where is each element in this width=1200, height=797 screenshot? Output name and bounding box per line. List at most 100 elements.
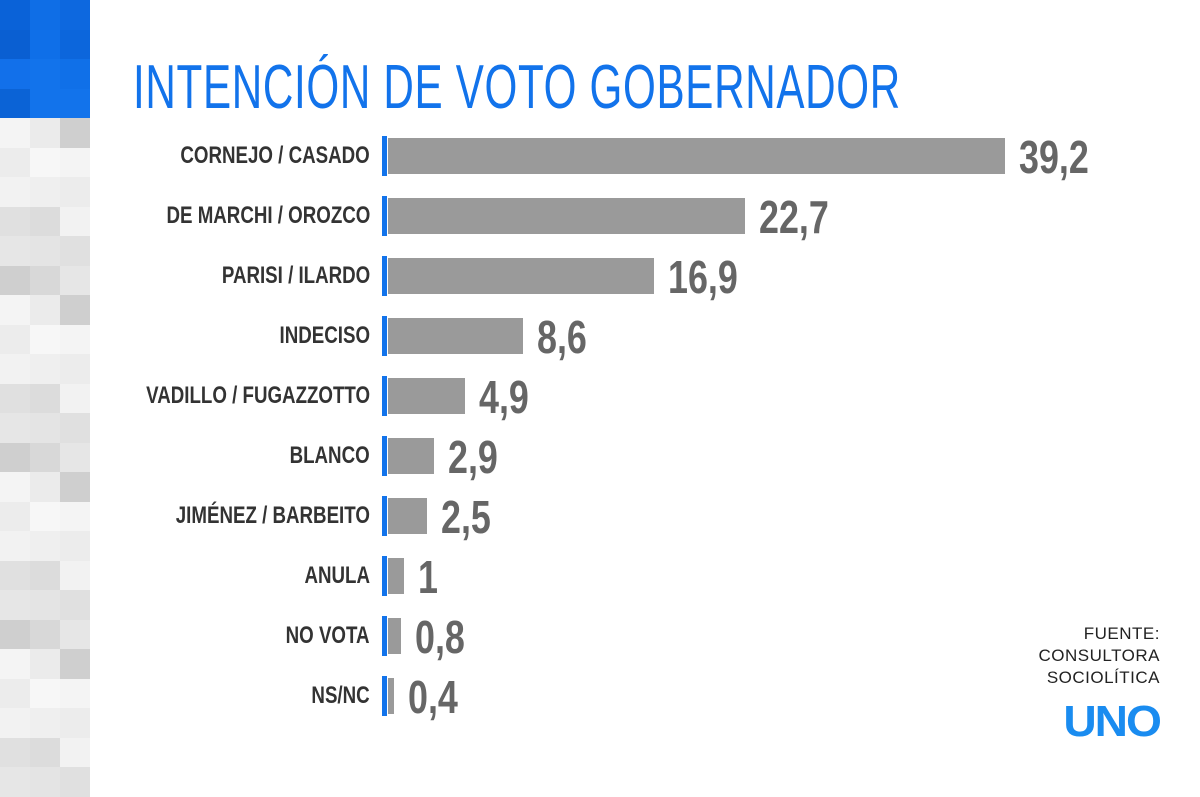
decorative-tile (60, 472, 90, 502)
value-label: 39,2 (1019, 131, 1089, 183)
decorative-tile (60, 383, 90, 413)
decorative-tile (0, 501, 30, 531)
value-label: 4,9 (479, 371, 530, 423)
decorative-tile (30, 590, 60, 620)
value-label: 8,6 (537, 311, 588, 363)
bar (388, 678, 395, 714)
value-label: 2,5 (441, 491, 492, 543)
decorative-tile (0, 560, 30, 590)
category-label: NS/NC (311, 682, 370, 709)
category-label: JIMÉNEZ / BARBEITO (175, 502, 370, 529)
decorative-tile (30, 88, 60, 118)
decorative-tile (60, 708, 90, 738)
decorative-tile (60, 324, 90, 354)
decorative-tile (30, 0, 60, 30)
decorative-tile (0, 737, 30, 767)
decorative-tile (30, 324, 60, 354)
source-line-1: FUENTE: (1083, 624, 1160, 643)
decorative-tile (30, 501, 60, 531)
bar (388, 498, 428, 534)
category-label: BLANCO (289, 442, 370, 469)
decorative-tile (30, 619, 60, 649)
decorative-tile (0, 206, 30, 236)
uno-logo: UNO (1063, 697, 1162, 746)
decorative-tile-strip (0, 0, 90, 797)
decorative-tile (60, 649, 90, 679)
decorative-tile (60, 177, 90, 207)
source-line-3: SOCIOLÍTICA (1046, 668, 1160, 687)
decorative-tile (30, 206, 60, 236)
decorative-tile (30, 265, 60, 295)
bar (388, 318, 524, 354)
decorative-tile (0, 324, 30, 354)
value-label: 1 (417, 551, 438, 603)
decorative-tile (60, 0, 90, 30)
decorative-tile (30, 472, 60, 502)
decorative-tile (0, 413, 30, 443)
bar (388, 438, 434, 474)
decorative-tile (30, 708, 60, 738)
decorative-tile (0, 708, 30, 738)
decorative-tile (60, 737, 90, 767)
decorative-tile (60, 560, 90, 590)
decorative-tile (0, 678, 30, 708)
decorative-tile (30, 354, 60, 384)
decorative-tile (0, 295, 30, 325)
bar (388, 558, 404, 594)
axis-tick (382, 556, 387, 596)
axis-tick (382, 376, 387, 416)
value-label: 16,9 (668, 251, 738, 303)
axis-tick (382, 496, 387, 536)
bar (388, 138, 1005, 174)
axis-tick (382, 676, 387, 716)
decorative-tile (60, 501, 90, 531)
value-label: 2,9 (447, 431, 498, 483)
decorative-tile (60, 59, 90, 89)
decorative-tile (0, 472, 30, 502)
decorative-tile (0, 177, 30, 207)
decorative-tile (60, 678, 90, 708)
decorative-tile (60, 236, 90, 266)
category-label: ANULA (304, 562, 370, 589)
decorative-tile (60, 88, 90, 118)
decorative-tile (0, 236, 30, 266)
decorative-tile (60, 619, 90, 649)
decorative-tile (30, 177, 60, 207)
decorative-tile (60, 118, 90, 148)
decorative-tile (0, 29, 30, 59)
value-label: 22,7 (759, 191, 830, 243)
axis-tick (382, 616, 387, 656)
decorative-tile (60, 442, 90, 472)
decorative-tile (30, 560, 60, 590)
decorative-tile (60, 206, 90, 236)
decorative-tile (0, 59, 30, 89)
decorative-tile (0, 442, 30, 472)
axis-tick (382, 136, 387, 176)
decorative-tile (60, 354, 90, 384)
source-line-2: CONSULTORA (1038, 646, 1160, 665)
decorative-tile (0, 383, 30, 413)
category-label: CORNEJO / CASADO (180, 142, 370, 169)
decorative-tile (60, 29, 90, 59)
decorative-tile (30, 383, 60, 413)
category-label: NO VOTA (286, 622, 370, 649)
axis-tick (382, 196, 387, 236)
decorative-tile (0, 118, 30, 148)
decorative-tile (30, 442, 60, 472)
decorative-tile (0, 649, 30, 679)
bar (388, 258, 654, 294)
decorative-tile (30, 29, 60, 59)
axis-tick (382, 316, 387, 356)
decorative-tile (60, 295, 90, 325)
decorative-tile (0, 147, 30, 177)
source-note: FUENTE: CONSULTORA SOCIOLÍTICA (1038, 623, 1160, 689)
value-label: 0,8 (414, 611, 465, 663)
decorative-tile (30, 295, 60, 325)
decorative-tile (0, 88, 30, 118)
category-label: INDECISO (279, 322, 370, 349)
decorative-tile (30, 649, 60, 679)
category-label: VADILLO / FUGAZZOTTO (146, 382, 370, 409)
chart-title: INTENCIÓN DE VOTO GOBERNADOR (133, 53, 901, 122)
decorative-tile (30, 413, 60, 443)
decorative-tile (0, 590, 30, 620)
